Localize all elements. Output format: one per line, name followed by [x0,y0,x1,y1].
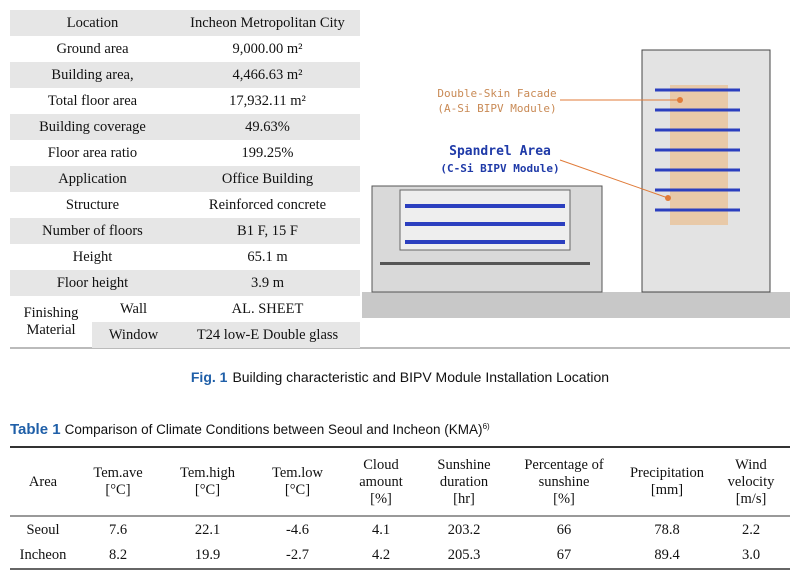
header-line: [°C] [194,482,221,498]
spec-value: 9,000.00 m² [232,40,303,57]
header-line: Tem.high [180,465,235,481]
header-cell: Cloud amount [%] [340,449,422,515]
label: (C-Si BIPV Module) [440,162,559,175]
double-skin [670,85,728,225]
table-cell: 89.4 [654,547,680,563]
dot [665,195,671,201]
header-cell: Sunshine duration [hr] [422,449,506,515]
table-cell: 2.2 [741,522,761,538]
header-line: Sunshine [437,456,491,473]
header-line: Tem.ave [93,465,143,481]
header-cell: Area [10,449,76,515]
caption-label: Fig. 1 [190,368,228,385]
label: (A-Si BIPV Module) [437,102,556,115]
table-cell: -4.6 [286,522,309,538]
ground [362,292,790,318]
spec-value: 17,932.11 m² [229,92,306,109]
spec-value: 3.9 m [175,270,360,296]
spec-label: Building area, [10,62,175,88]
header-line: sunshine [538,473,590,490]
table-cell: -2.7 [286,547,309,563]
table-title: Table 1 Comparison of Climate Conditions… [10,418,490,440]
table-cell: 66 [556,522,572,538]
table-cell: 203.2 [447,522,481,538]
header-line: duration [439,473,489,490]
header-line: [°C] [284,482,311,498]
header-line: [hr] [453,490,475,507]
spec-label: Floor area ratio [47,144,138,161]
header-cell: Tem.ave [°C] [76,449,160,515]
finishing-label: Finishing Material [23,305,79,338]
finishing-value: T24 low-E Double glass [175,322,360,348]
header-line: [mm] [650,482,684,498]
header-cell: Tem.low [°C] [255,449,340,515]
header-line: amount [359,473,403,490]
header-cell: Tem.high [°C] [160,449,255,515]
reference: 6) [482,422,490,431]
leader [559,159,669,199]
caption-text: Building characteristic and BIPV Module … [232,368,610,385]
table-cell: 4.2 [371,547,391,563]
spec-label: Building coverage [10,114,175,140]
header-line: [m/s] [735,490,767,507]
table-cell: 78.8 [654,522,680,538]
spec-value: Reinforced concrete [208,196,327,213]
spec-label: Height [72,248,113,265]
table-cell: 3.0 [741,547,761,563]
header-line: Area [28,473,58,490]
table-cell: Incheon [19,547,67,563]
table-cell: Seoul [26,522,60,538]
header-line: Wind [735,456,767,473]
table-cell: 205.3 [447,547,481,563]
label: Spandrel Area [449,144,551,159]
low-stripes [380,204,590,265]
spec-value: Office Building [175,166,360,192]
header-line: Percentage of [524,456,604,473]
finishing-item: Wall [119,300,148,317]
table-title-text: Comparison of Climate Conditions between… [64,421,483,437]
header-line: [°C] [105,482,131,498]
figure-caption: Fig. 1 Building characteristic and BIPV … [0,365,800,389]
spec-value: Incheon Metropolitan City [175,10,360,36]
table-cell: 67 [556,547,572,563]
finishing-item: Window [92,322,175,348]
header-cell: Wind velocity [m/s] [712,449,790,515]
table-cell: 7.6 [108,522,128,538]
spec-label: Number of floors [10,218,175,244]
spec-label: Total floor area [47,92,138,109]
table-cell: 8.2 [108,547,128,563]
dot [677,97,683,103]
header-cell: Precipitation [mm] [622,449,712,515]
table-cell: 22.1 [194,522,221,538]
spec-value: B1 F, 15 F [175,218,360,244]
spec-label: Location [10,10,175,36]
header-line: Cloud [363,456,399,473]
table-cell: 4.1 [371,522,391,538]
header-cell: Percentage of sunshine [%] [506,449,622,515]
spec-value: 65.1 m [247,248,288,265]
header-line: [%] [370,490,392,507]
header-line: velocity [727,473,775,490]
spec-label: Application [10,166,175,192]
tower-stripes [655,88,740,212]
table-label: Table 1 [10,420,61,438]
spec-value: 199.25% [241,144,294,161]
spec-label: Ground area [56,40,129,57]
table-cell: 19.9 [194,547,221,563]
spec-value: 4,466.63 m² [175,62,360,88]
finishing-value: AL. SHEET [231,300,304,317]
header-line: Precipitation [629,465,705,481]
header-line: [%] [553,490,575,507]
spec-label: Structure [65,196,120,213]
spec-value: 49.63% [175,114,360,140]
spec-label: Floor height [10,270,175,296]
label: Double-Skin Facade [437,87,556,100]
header-line: Tem.low [272,465,323,481]
